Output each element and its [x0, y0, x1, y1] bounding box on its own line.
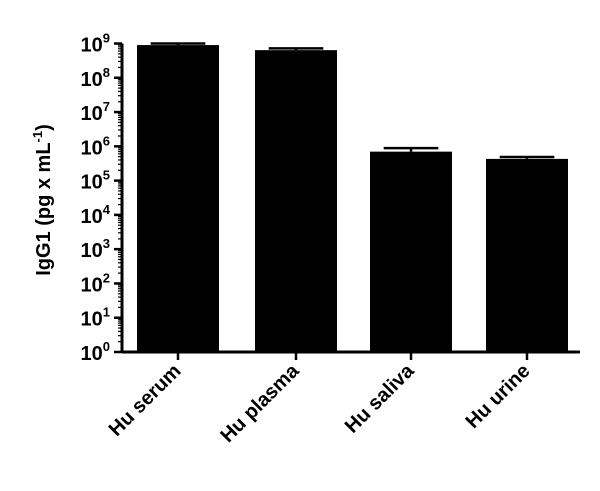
y-tick-base: 10 — [81, 69, 103, 91]
y-tick-exponent: 8 — [103, 65, 110, 80]
y-tick-base: 10 — [81, 35, 103, 57]
y-tick-label: 104 — [81, 202, 111, 228]
bars — [137, 42, 568, 353]
bar-hu-saliva — [370, 151, 452, 352]
y-tick-base: 10 — [81, 103, 103, 125]
y-tick-label: 106 — [81, 133, 110, 159]
y-tick-exponent: 3 — [103, 236, 110, 251]
y-tick-base: 10 — [81, 274, 103, 296]
y-tick-exponent: 0 — [103, 339, 110, 354]
y-tick-exponent: 1 — [103, 305, 110, 320]
y-tick-exponent: 2 — [103, 270, 110, 285]
y-tick-exponent: 7 — [103, 99, 110, 114]
y-tick-label: 108 — [81, 65, 110, 91]
y-axis-label-superscript: -1 — [30, 131, 45, 143]
y-tick-label: 105 — [81, 168, 110, 194]
y-tick-label: 100 — [81, 339, 110, 365]
bar-hu-plasma — [255, 50, 337, 353]
y-tick-base: 10 — [81, 137, 103, 159]
y-axis-label-text: IgG1 (pg x mL — [33, 142, 55, 275]
y-tick-exponent: 4 — [103, 202, 111, 217]
y-tick-base: 10 — [81, 240, 103, 262]
y-tick-base: 10 — [81, 309, 103, 331]
x-tick-label: Hu saliva — [341, 359, 419, 437]
x-tick-label: Hu plasma — [216, 359, 304, 447]
svg-text:IgG1 (pg x mL-1): IgG1 (pg x mL-1) — [30, 124, 55, 276]
x-tick-label: Hu urine — [462, 360, 535, 433]
y-tick-base: 10 — [81, 343, 103, 365]
y-axis-label-close: ) — [33, 124, 55, 131]
y-tick-label: 103 — [81, 236, 110, 262]
y-tick-label: 107 — [81, 99, 110, 125]
y-tick-exponent: 9 — [103, 31, 110, 46]
bar-hu-urine — [486, 158, 568, 352]
y-tick-base: 10 — [81, 172, 103, 194]
y-tick-label: 102 — [81, 270, 110, 296]
y-tick-label: 101 — [81, 305, 110, 331]
y-tick-exponent: 6 — [103, 133, 110, 148]
y-tick-base: 10 — [81, 206, 103, 228]
y-tick-label: 109 — [81, 31, 110, 57]
x-tick-label: Hu serum — [105, 360, 186, 441]
bar-hu-serum — [137, 45, 219, 352]
y-axis-label: IgG1 (pg x mL-1) — [30, 124, 55, 276]
y-tick-exponent: 5 — [103, 168, 110, 183]
